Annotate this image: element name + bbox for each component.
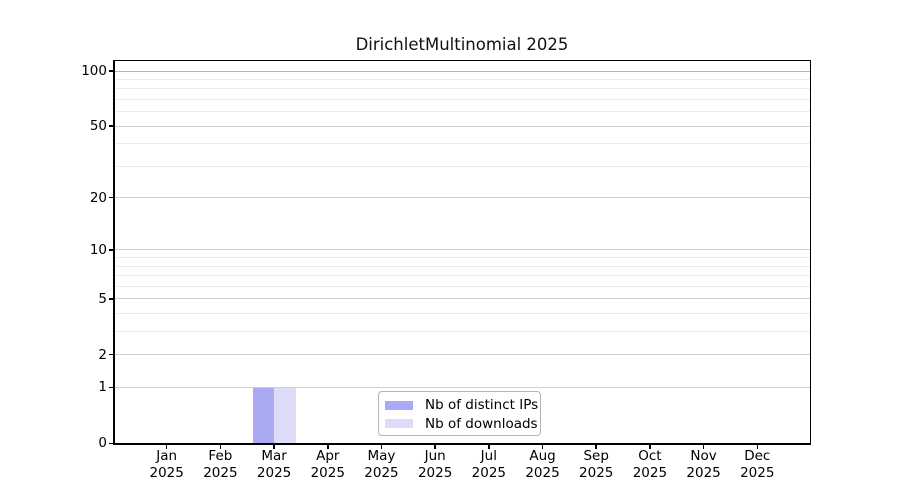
x-tick-year: 2025 [203,464,238,481]
x-tick-year: 2025 [632,464,668,481]
x-tick-mark [702,444,705,449]
legend-swatch-distinct-ips [385,400,413,410]
y-tick-mark [108,353,113,356]
y-tick-label: 50 [89,118,107,135]
y-tick-mark [108,125,113,127]
x-tick-mark [380,444,383,449]
x-tick-year: 2025 [310,464,345,481]
y-gridline-minor [114,257,810,259]
y-gridline-major [114,70,810,72]
x-tick-month: Feb [208,448,233,464]
y-tick-label: 5 [98,290,107,307]
y-tick-label: 1 [98,379,107,396]
x-tick-month: Mar [261,448,287,464]
y-tick-label: 10 [89,241,107,258]
x-tick-label: Mar 2025 [234,448,314,481]
x-tick-mark [756,444,759,449]
x-tick-label: Nov 2025 [664,448,744,481]
y-tick-mark [108,196,113,199]
y-tick-mark [108,298,113,300]
x-tick-label: Sep 2025 [556,448,636,481]
y-gridline-minor [114,312,810,314]
y-gridline-minor [114,165,810,167]
spine-top [113,59,811,61]
x-tick-label: Feb 2025 [180,448,260,481]
x-tick-mark [434,444,436,449]
y-gridline-minor [114,330,810,332]
y-tick-label: 2 [98,346,107,363]
y-tick-mark [108,70,113,72]
legend-swatch-downloads [385,419,413,429]
spine-right [809,59,811,445]
x-tick-month: Apr [316,448,340,464]
plot-area [114,60,810,444]
chart-title: DirichletMultinomial 2025 [355,35,569,54]
y-gridline-minor [114,275,810,277]
y-gridline-major [114,125,810,127]
x-tick-month: Sep [583,448,609,464]
legend-item-distinct-ips: Nb of distinct IPs [379,396,540,415]
y-tick-label: 20 [89,189,107,206]
bar-downloads [274,387,296,444]
x-tick-mark [165,444,168,449]
legend-item-downloads: Nb of downloads [379,415,540,434]
x-tick-month: Jun [424,448,446,464]
x-tick-label: Jan 2025 [127,448,207,481]
x-tick-month: Aug [529,448,556,464]
x-tick-month: Jul [480,448,497,464]
x-tick-label: Apr 2025 [288,448,368,481]
x-tick-mark [273,444,275,449]
x-tick-mark [219,444,222,449]
x-tick-mark [327,444,329,449]
y-gridline-major [114,298,810,300]
x-tick-year: 2025 [417,464,453,481]
x-tick-mark [649,444,651,449]
x-tick-year: 2025 [686,464,721,481]
x-tick-mark [488,444,490,449]
y-gridline-minor [114,111,810,113]
x-tick-year: 2025 [149,464,184,481]
y-gridline-minor [114,78,810,80]
legend-label-distinct-ips: Nb of distinct IPs [425,397,539,414]
y-gridline-major [114,386,810,388]
x-tick-month: Jan [156,448,178,464]
x-tick-mark [541,444,544,449]
y-tick-mark [108,249,113,251]
x-tick-year: 2025 [740,464,775,481]
x-tick-month: May [367,448,396,464]
y-gridline-major [114,249,810,251]
x-tick-year: 2025 [256,464,292,481]
y-gridline-major [114,197,810,199]
y-tick-label: 100 [81,63,107,79]
x-tick-year: 2025 [471,464,506,481]
y-gridline-minor [114,88,810,90]
x-tick-label: Dec 2025 [717,448,797,481]
x-tick-month: Oct [638,448,662,464]
x-tick-month: Nov [690,448,717,464]
y-gridline-minor [114,265,810,267]
x-tick-mark [595,444,597,449]
y-tick-mark [108,442,113,445]
y-tick-label: 0 [98,435,107,452]
spine-left [113,59,115,445]
x-tick-year: 2025 [579,464,614,481]
y-gridline-minor [114,285,810,287]
x-tick-year: 2025 [364,464,399,481]
x-tick-year: 2025 [525,464,560,481]
spine-bottom [113,443,811,445]
y-gridline-major [114,354,810,356]
legend-label-downloads: Nb of downloads [425,415,538,432]
bar-distinct-ips [252,387,275,444]
x-tick-label: Aug 2025 [503,448,583,481]
y-gridline-minor [114,98,810,100]
x-tick-label: Jul 2025 [449,448,529,481]
legend: Nb of distinct IPs Nb of downloads [378,391,541,436]
x-tick-label: Jun 2025 [395,448,475,481]
x-tick-label: Oct 2025 [610,448,690,481]
x-tick-label: May 2025 [341,448,421,481]
y-gridline-minor [114,143,810,145]
y-tick-mark [108,386,113,389]
x-tick-month: Dec [744,448,771,464]
